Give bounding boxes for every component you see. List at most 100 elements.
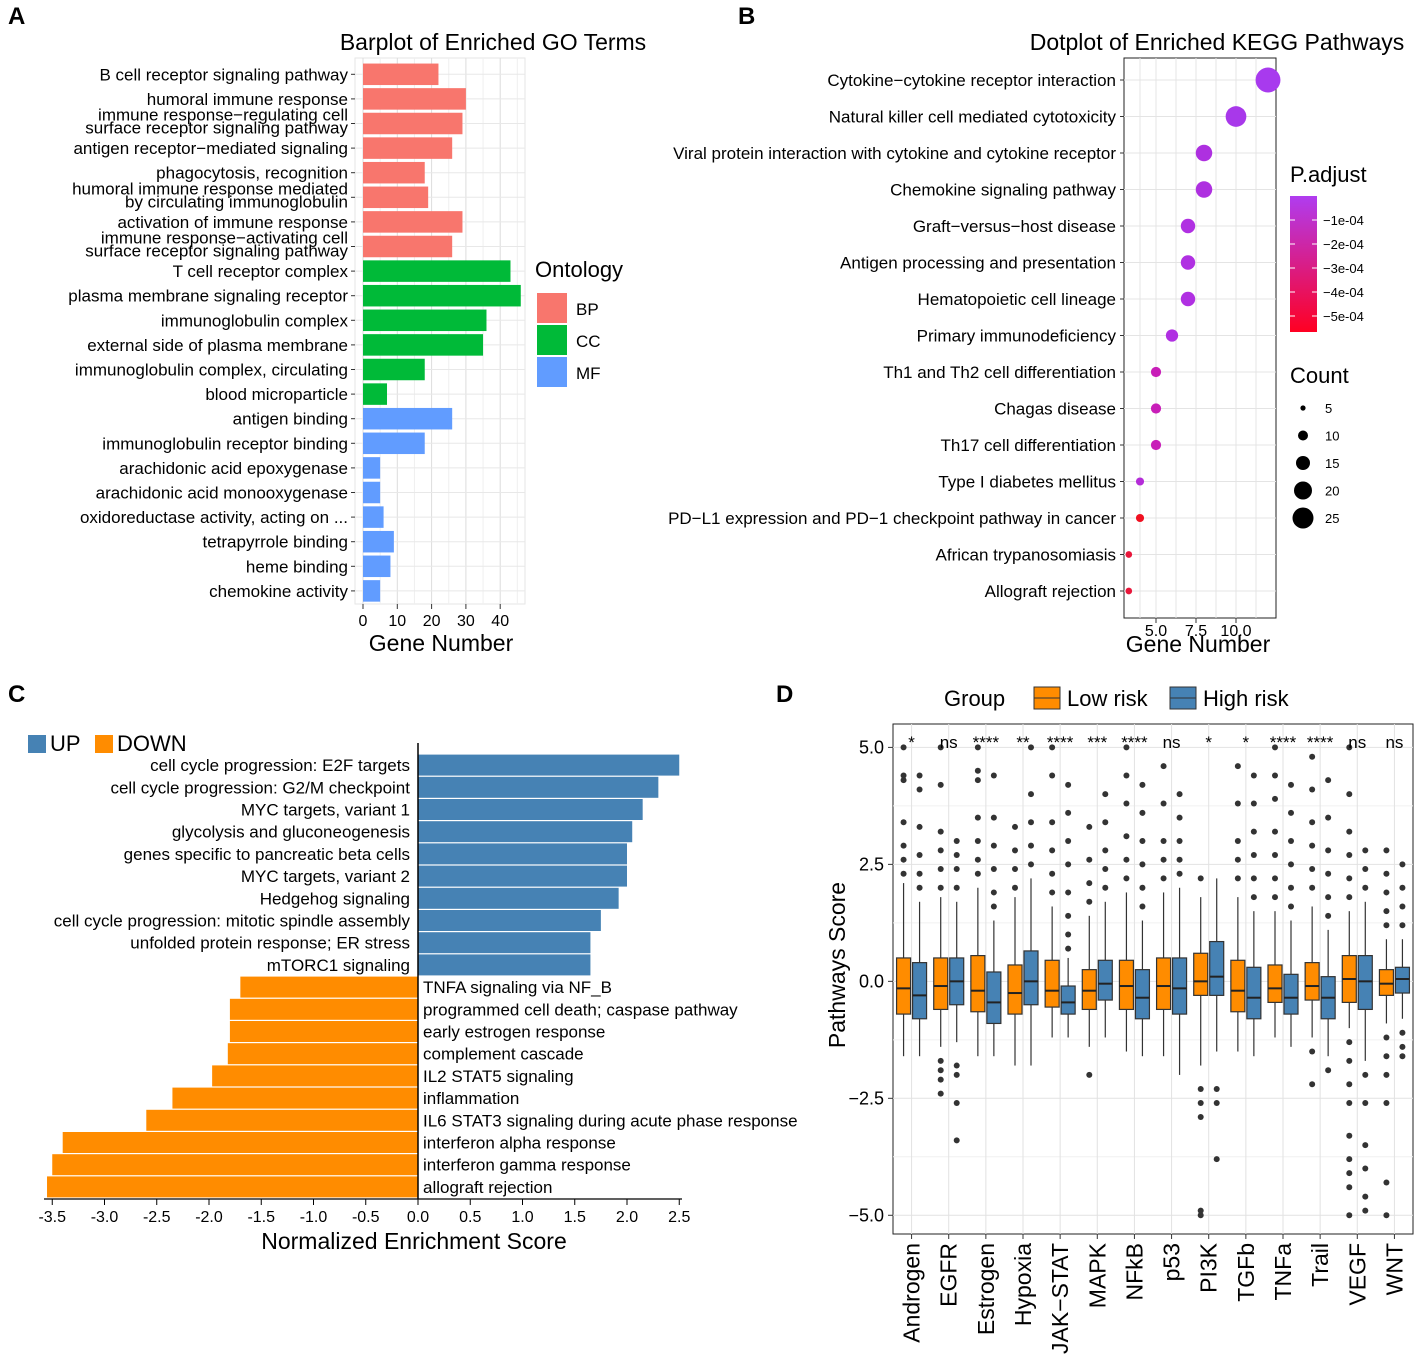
outlier-point (1160, 875, 1167, 882)
box (895, 957, 912, 1015)
category-label: activation of immune response (117, 213, 348, 232)
outlier-point (1123, 833, 1130, 840)
y-tick-label: 2.5 (859, 854, 884, 874)
box (1357, 955, 1373, 1011)
outlier-point (1139, 903, 1146, 910)
category-label: immune response−activating cell surface r… (85, 229, 348, 261)
category-label: Th17 cell differentiation (941, 436, 1116, 455)
category-label: cell cycle progression: E2F targets (150, 756, 410, 775)
outlier-point (900, 856, 907, 863)
category-label: mTORC1 signaling (267, 956, 410, 975)
dot (1165, 329, 1179, 342)
panel-c-nes-barplot: UP DOWN cell cycle progression: E2F targe… (28, 731, 798, 1254)
bar (363, 112, 463, 135)
category-label: Hematopoietic cell lineage (918, 290, 1116, 309)
outlier-point (1309, 884, 1316, 891)
bar (363, 358, 425, 381)
outlier-point (900, 870, 907, 877)
panel-d-boxplot: Group Low risk High risk * ns **** ** **** ***… (824, 686, 1414, 1354)
dot (1180, 291, 1196, 307)
outlier-point (1272, 744, 1278, 751)
y-tick-label: 5.0 (859, 737, 884, 757)
outlier-point (974, 856, 981, 863)
category-label: Th1 and Th2 cell differentiation (883, 363, 1116, 382)
box (1023, 950, 1039, 1006)
significance-label: **** (973, 733, 1000, 752)
x-tick-label: 0.5 (459, 1209, 481, 1226)
size-legend-label: 25 (1325, 511, 1339, 526)
outlier-point (1160, 856, 1167, 863)
outlier-point (1325, 1067, 1332, 1074)
bar (363, 211, 463, 233)
category-label: IL2 STAT5 signaling (423, 1067, 574, 1086)
size-legend-dot (1300, 405, 1306, 411)
outlier-point (1325, 894, 1332, 901)
outlier-point (916, 786, 923, 793)
bar (363, 506, 384, 528)
outlier-point (1272, 772, 1278, 779)
outlier-point (1065, 945, 1072, 952)
outlier-point (937, 781, 944, 788)
category-label: arachidonic acid monooxygenase (96, 484, 348, 503)
outlier-point (1399, 1043, 1406, 1050)
significance-label: **** (1047, 733, 1074, 752)
category-label: interferon gamma response (423, 1156, 631, 1175)
color-legend-title: P.adjust (1290, 162, 1367, 187)
dot (1135, 513, 1145, 523)
bar (363, 555, 391, 578)
box (1081, 969, 1097, 1011)
outlier-point (1176, 814, 1183, 821)
outlier-point (953, 1071, 960, 1078)
outlier-point (1176, 870, 1183, 877)
box (911, 962, 928, 1020)
outlier-point (1123, 772, 1130, 779)
outlier-point (1346, 1057, 1353, 1064)
outlier-point (953, 866, 960, 873)
legend-label: CC (576, 332, 601, 351)
outlier-point (1399, 884, 1406, 891)
outlier-point (1272, 894, 1278, 901)
bar (418, 843, 627, 865)
category-label: tetrapyrrole binding (202, 533, 348, 552)
outlier-point (1309, 866, 1316, 873)
outlier-point (900, 842, 907, 849)
box (1304, 962, 1320, 1001)
x-tick-label: -2.5 (143, 1209, 171, 1226)
bar (172, 1087, 418, 1109)
outlier-point (1102, 884, 1109, 891)
outlier-point (1234, 837, 1241, 844)
category-label: arachidonic acid epoxygenase (119, 459, 348, 478)
color-tick-label: −2e-04 (1323, 237, 1364, 252)
outlier-point (990, 814, 997, 821)
outlier-point (1346, 1039, 1353, 1046)
x-tick-label: p53 (1159, 1243, 1185, 1281)
outlier-point (1272, 875, 1278, 882)
size-legend-dot (1294, 481, 1312, 500)
legend-label: UP (50, 731, 81, 756)
outlier-point (1065, 781, 1072, 788)
size-legend-label: 20 (1325, 484, 1339, 499)
category-label: chemokine activity (209, 582, 348, 601)
outlier-point (1399, 1053, 1406, 1060)
outlier-point (953, 1099, 960, 1106)
bar (229, 998, 418, 1020)
outlier-point (1362, 1165, 1369, 1172)
x-tick-label: MAPK (1084, 1242, 1110, 1308)
outlier-point (1234, 763, 1241, 770)
outlier-point (1346, 875, 1353, 882)
box (933, 957, 949, 1011)
outlier-point (974, 837, 981, 844)
bar (363, 161, 425, 184)
outlier-point (1383, 1071, 1390, 1078)
category-label: Hedgehog signaling (260, 889, 410, 908)
dot (1255, 67, 1281, 93)
outlier-point (1250, 828, 1257, 835)
dot (1150, 439, 1162, 451)
category-label: B cell receptor signaling pathway (99, 65, 348, 84)
outlier-point (1309, 1048, 1316, 1055)
x-axis-title: Gene Number (1126, 631, 1271, 657)
legend-label: High risk (1203, 686, 1290, 711)
outlier-point (1346, 828, 1353, 835)
category-label: plasma membrane signaling receptor (68, 287, 348, 306)
outlier-point (990, 903, 997, 910)
